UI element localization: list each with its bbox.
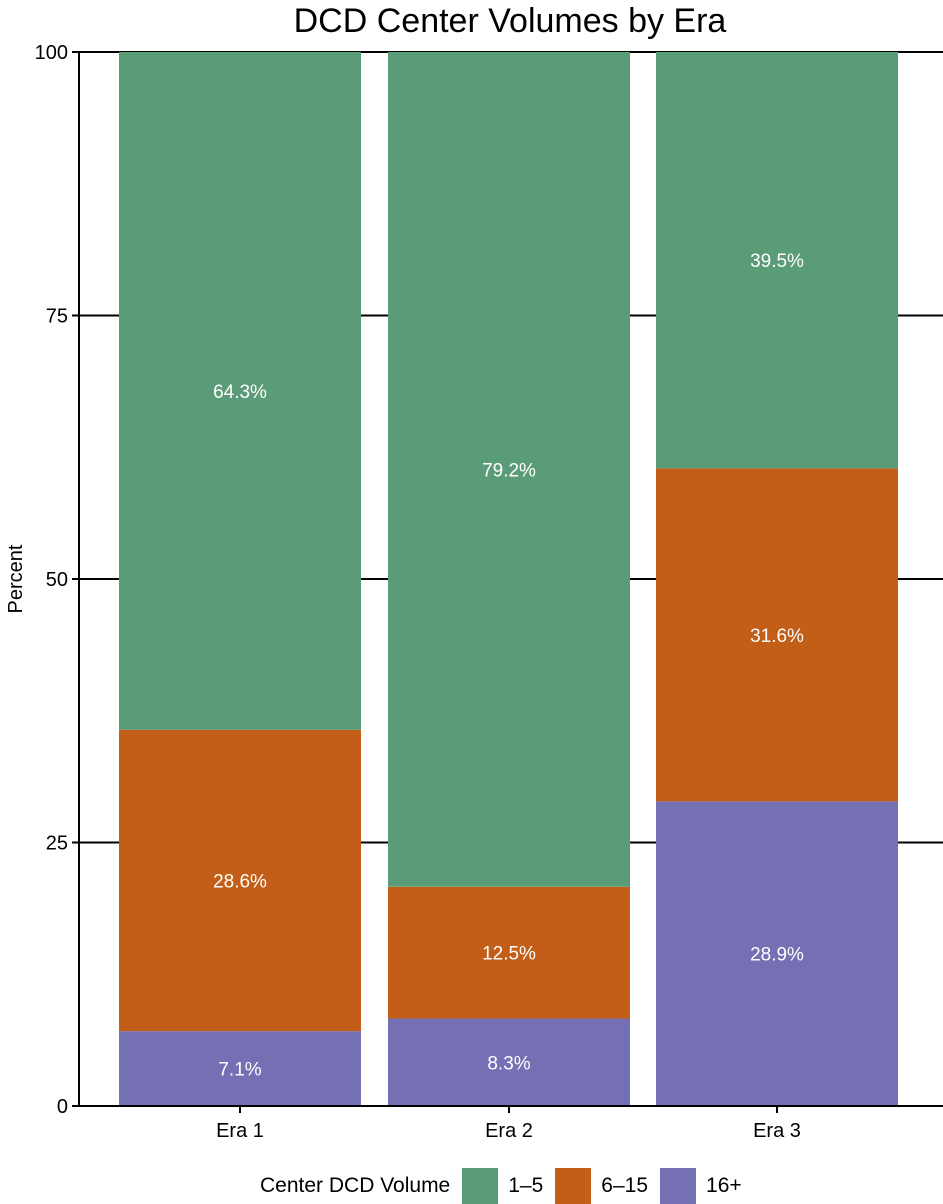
legend-label: 6–15 [601,1174,649,1197]
bar-value-label: 79.2% [482,460,536,481]
y-tick-label: 50 [46,569,68,591]
bar-value-label: 31.6% [750,626,804,647]
bar-segment-era-3-0 [656,801,898,1106]
legend-item: 1–5 [462,1168,543,1204]
y-axis-title: Percent [5,544,27,613]
bar-segment-era-3-2 [656,52,898,469]
legend-swatch [555,1168,592,1204]
bar-segment-era-3-1 [656,468,898,802]
bar-segment-era-1-1 [119,729,361,1032]
bar-value-labels: 7.1% 28.6% 64.3% 8.3% 12.5% 79.2% 28.9% 31.6% 39… [213,251,804,1080]
bar-value-label: 64.3% [213,382,267,403]
bar-value-label: 28.6% [213,871,267,892]
axes: 0 25 50 75 100 Era 1 Era 2 Era 3 Percent [5,42,943,1142]
legend-swatch [660,1168,697,1204]
y-tick-label: 25 [46,833,68,855]
y-tick-label: 100 [35,42,68,64]
bar-segment-era-2-0 [388,1018,630,1106]
legend-swatch [462,1168,499,1204]
bar-value-label: 28.9% [750,945,804,966]
legend-label: 1–5 [508,1174,544,1197]
y-tick-label: 75 [46,306,68,328]
x-tick-label: Era 3 [753,1120,801,1142]
legend-label: 16+ [706,1174,742,1197]
legend-title: Center DCD Volume [260,1174,451,1197]
legend-item: 16+ [660,1168,742,1204]
chart-title: DCD Center Volumes by Era [293,2,727,40]
bar-segment-era-1-2 [119,52,361,730]
bar-value-label: 8.3% [487,1053,530,1074]
legend: Center DCD Volume 1–5 6–15 16+ [260,1168,754,1204]
bar-value-label: 7.1% [218,1060,261,1081]
x-tick-label: Era 1 [216,1120,264,1142]
x-tick-label: Era 2 [485,1120,533,1142]
bar-segment-era-2-2 [388,52,630,887]
bar-segment-era-2-1 [388,886,630,1019]
bar-value-label: 39.5% [750,251,804,272]
y-tick-label: 0 [57,1096,68,1118]
bars [119,52,898,1106]
bar-segment-era-1-0 [119,1031,361,1106]
bar-value-label: 12.5% [482,944,536,965]
legend-item: 6–15 [555,1168,648,1204]
